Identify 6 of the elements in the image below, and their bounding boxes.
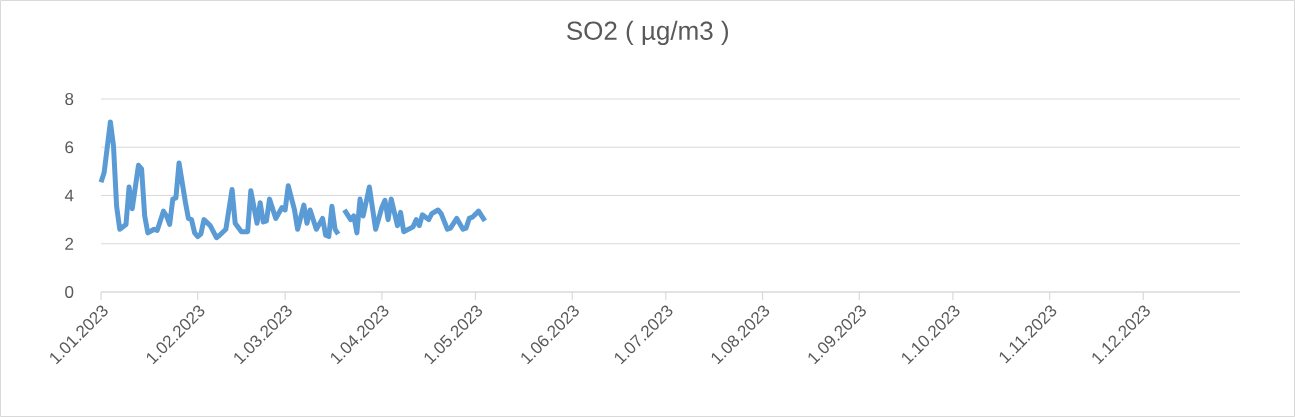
y-tick-label: 2 bbox=[65, 237, 74, 250]
y-tick-label: 6 bbox=[65, 141, 74, 154]
chart-title: SO2 ( µg/m3 ) bbox=[567, 20, 728, 46]
y-tick-label: 0 bbox=[65, 285, 74, 298]
y-tick-label: 4 bbox=[64, 189, 74, 202]
y-tick-label: 8 bbox=[65, 92, 74, 106]
